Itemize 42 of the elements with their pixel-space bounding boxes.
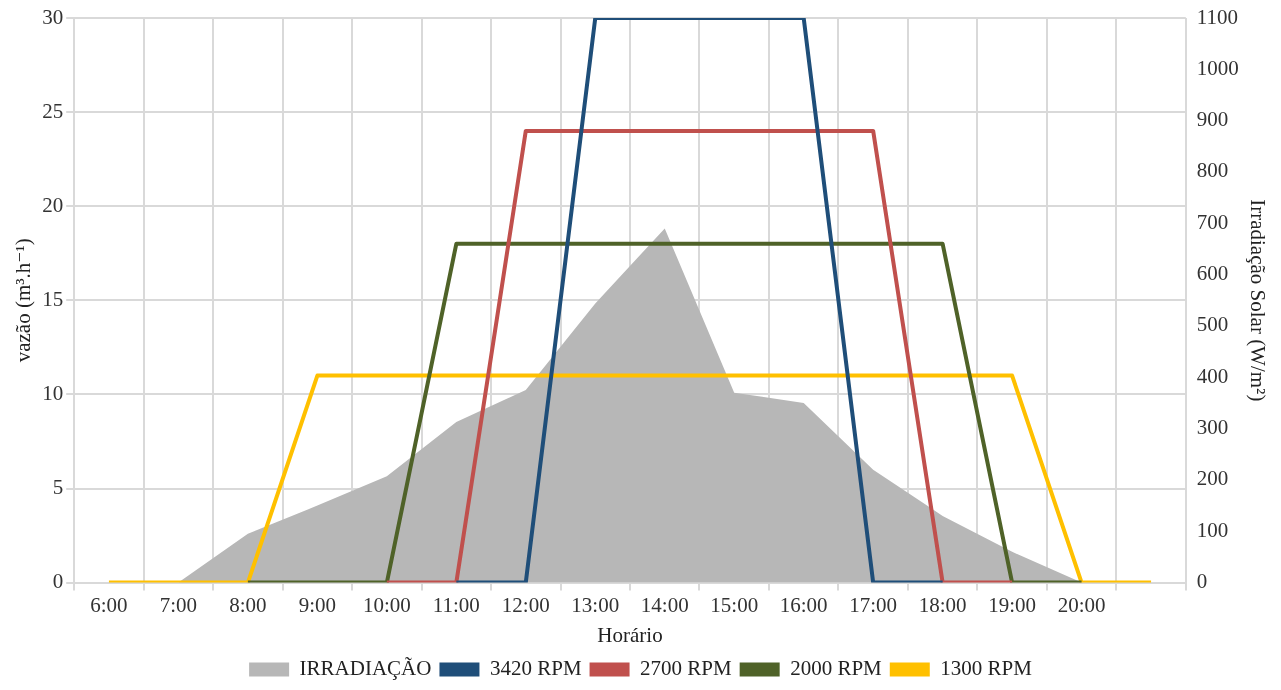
legend-label: 2000 RPM: [790, 656, 883, 681]
y2-tick-label: 300: [1196, 415, 1229, 440]
y2-tick-label: 200: [1196, 466, 1229, 491]
y2-tick-label: 100: [1196, 517, 1229, 542]
y2-tick-label: 900: [1196, 107, 1229, 132]
legend-label: 3420 RPM: [489, 656, 582, 681]
y2-tick-label: 500: [1196, 312, 1229, 337]
y-axis-title: vazão (m³.h⁻¹): [11, 238, 36, 363]
y-tick-label: 25: [42, 98, 64, 123]
y2-tick-label: 600: [1196, 261, 1229, 286]
x-tick-label: 19:00: [988, 592, 1037, 617]
x-tick-label: 16:00: [779, 592, 828, 617]
y-tick-label: 5: [52, 475, 64, 500]
y2-axis-title: Irradiação Solar (W/m²): [1245, 199, 1270, 402]
y2-tick-label: 800: [1196, 158, 1229, 183]
y2-tick-label: 0: [1196, 569, 1208, 594]
x-tick-label: 20:00: [1057, 592, 1106, 617]
x-tick-label: 14:00: [640, 592, 689, 617]
x-tick-label: 9:00: [298, 592, 337, 617]
y-tick-label: 0: [52, 569, 64, 594]
x-tick-label: 10:00: [362, 592, 411, 617]
x-tick-label: 12:00: [501, 592, 550, 617]
y-tick-label: 30: [42, 4, 64, 29]
legend-label: 2700 RPM: [640, 656, 732, 681]
x-tick-label: 6:00: [90, 592, 128, 617]
x-tick-label: 13:00: [571, 592, 620, 617]
x-tick-label: 15:00: [710, 592, 759, 617]
x-tick-label: 17:00: [849, 592, 898, 617]
x-tick-label: 8:00: [229, 592, 267, 617]
y2-tick-label: 1100: [1196, 4, 1239, 29]
x-axis-title: Horário: [597, 622, 663, 647]
y2-tick-label: 400: [1196, 363, 1229, 388]
legend-label: IRRADIAÇÃO: [299, 656, 432, 681]
legend-label: 1300 RPM: [940, 656, 1033, 681]
x-tick-label: 11:00: [432, 592, 480, 617]
x-tick-label: 7:00: [159, 592, 198, 617]
y2-tick-label: 1000: [1196, 55, 1239, 80]
y-tick-label: 15: [42, 286, 64, 311]
y-tick-label: 20: [42, 192, 64, 217]
x-tick-label: 18:00: [918, 592, 967, 617]
y2-tick-label: 700: [1196, 209, 1229, 234]
y-tick-label: 10: [42, 380, 64, 405]
